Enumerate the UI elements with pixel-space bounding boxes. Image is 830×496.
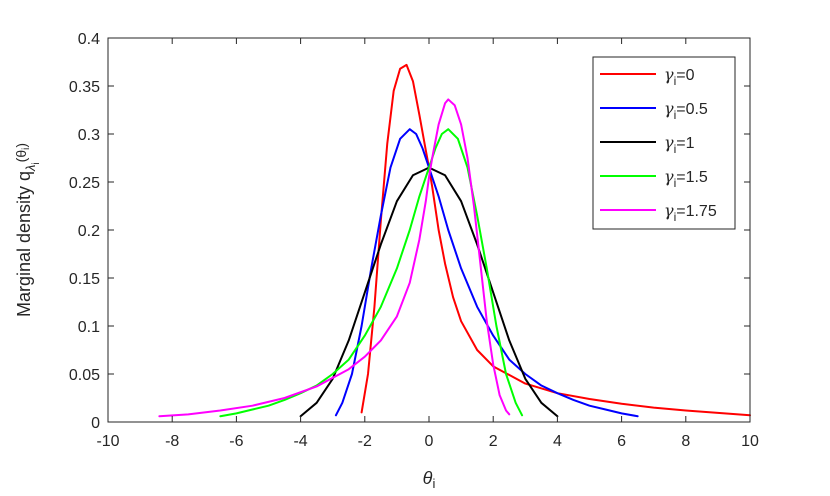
x-tick-label-7: 4: [553, 433, 562, 450]
legend-label-2: γi=1: [664, 133, 695, 156]
y-axis-title-arg: (θ: [13, 150, 29, 163]
y-tick-label-8: 0.4: [78, 31, 100, 48]
y-tick-label-6: 0.3: [78, 127, 100, 144]
x-tick-label-8: 6: [617, 433, 626, 450]
x-tick-label-3: -4: [293, 433, 307, 450]
x-axis-title-sub: i: [432, 476, 435, 491]
series-line-4: [158, 98, 511, 418]
y-tick-label-2: 0.1: [78, 319, 100, 336]
x-tick-label-1: -8: [165, 433, 179, 450]
x-tick-label-2: -6: [229, 433, 243, 450]
legend-label-0: γi=0: [664, 65, 695, 88]
x-axis-title-base: θ: [423, 468, 433, 488]
y-tick-label-3: 0.15: [69, 271, 100, 288]
x-ticks: -10 -8 -6 -4 -2 0 2 4 6 8 10: [96, 38, 759, 450]
legend: γi=0 γi=0.5 γi=1 γi=1.5 γi=1.75: [592, 56, 736, 230]
y-axis-title: Marginal density qλi(θi): [13, 143, 42, 317]
y-ticks: 0 0.05 0.1 0.15 0.2 0.25 0.3 0.35 0.4: [69, 31, 750, 432]
y-tick-label-1: 0.05: [69, 367, 100, 384]
y-tick-label-0: 0: [91, 415, 100, 432]
legend-items: γi=0 γi=0.5 γi=1 γi=1.5 γi=1.75: [600, 65, 717, 224]
x-axis-title: θi: [423, 468, 436, 491]
series-line-0: [360, 63, 751, 417]
y-tick-label-7: 0.35: [69, 79, 100, 96]
y-tick-label-5: 0.25: [69, 175, 100, 192]
series-layer: [158, 63, 751, 418]
y-axis-title-close: ): [13, 143, 29, 148]
y-axis-title-arg-sub: i: [21, 148, 32, 150]
y-tick-label-4: 0.2: [78, 223, 100, 240]
y-axis-title-sub: λ: [23, 165, 38, 172]
y-axis-title-subsub: i: [31, 162, 42, 164]
x-tick-label-5: 0: [425, 433, 434, 450]
y-axis-title-text: Marginal density q: [14, 171, 34, 317]
series-line-3: [219, 128, 524, 418]
x-tick-label-0: -10: [96, 433, 119, 450]
x-tick-label-4: -2: [358, 433, 372, 450]
legend-label-1: γi=0.5: [664, 99, 708, 122]
x-tick-label-10: 10: [741, 433, 759, 450]
x-tick-label-9: 8: [681, 433, 690, 450]
legend-label-3: γi=1.5: [664, 167, 708, 190]
series-line-1: [334, 128, 639, 418]
x-tick-label-6: 2: [489, 433, 498, 450]
legend-label-4: γi=1.75: [664, 201, 717, 224]
